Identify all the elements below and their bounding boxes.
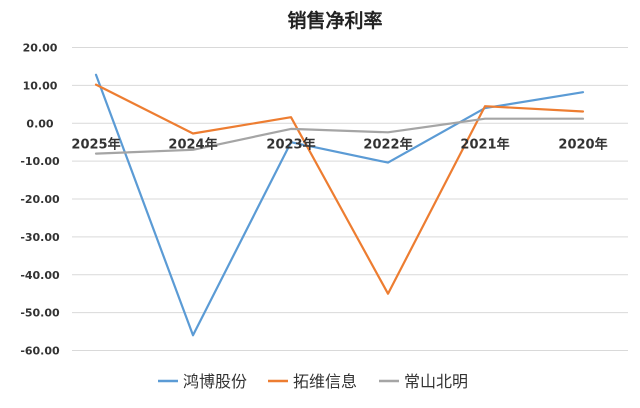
y-tick-label: -20.00 bbox=[20, 193, 60, 206]
legend-label: 鸿博股份 bbox=[183, 372, 247, 391]
x-category-label: 2024年 bbox=[168, 136, 217, 152]
x-category-label: 2020年 bbox=[558, 136, 607, 152]
y-tick-label: -60.00 bbox=[20, 345, 60, 358]
y-tick-label: -30.00 bbox=[20, 231, 60, 244]
series-line-1 bbox=[96, 85, 583, 294]
y-tick-label: -40.00 bbox=[20, 269, 60, 282]
legend-label: 常山北明 bbox=[404, 372, 468, 391]
x-category-label: 2021年 bbox=[460, 136, 509, 152]
series-layer bbox=[96, 75, 583, 336]
y-tick-label: 10.00 bbox=[23, 79, 58, 92]
y-tick-label: -50.00 bbox=[20, 307, 60, 320]
y-axis-ticks: 20.00 10.00 0.00 -10.00 -20.00 -30.00 -40.00 -5… bbox=[20, 42, 60, 358]
grid-layer bbox=[72, 48, 628, 351]
y-tick-label: 20.00 bbox=[23, 42, 58, 55]
chart-title: 销售净利率 bbox=[287, 9, 382, 32]
x-category-label: 2025年 bbox=[71, 136, 120, 152]
x-category-label: 2022年 bbox=[363, 136, 412, 152]
x-category-label: 2023年 bbox=[266, 136, 315, 152]
y-tick-label: 0.00 bbox=[26, 117, 53, 130]
legend: 鸿博股份 拓维信息 常山北明 bbox=[158, 372, 468, 391]
legend-label: 拓维信息 bbox=[293, 372, 357, 391]
y-tick-label: -10.00 bbox=[20, 155, 60, 168]
x-axis-categories: 2025年 2024年 2023年 2022年 2021年 2020年 bbox=[71, 136, 607, 152]
